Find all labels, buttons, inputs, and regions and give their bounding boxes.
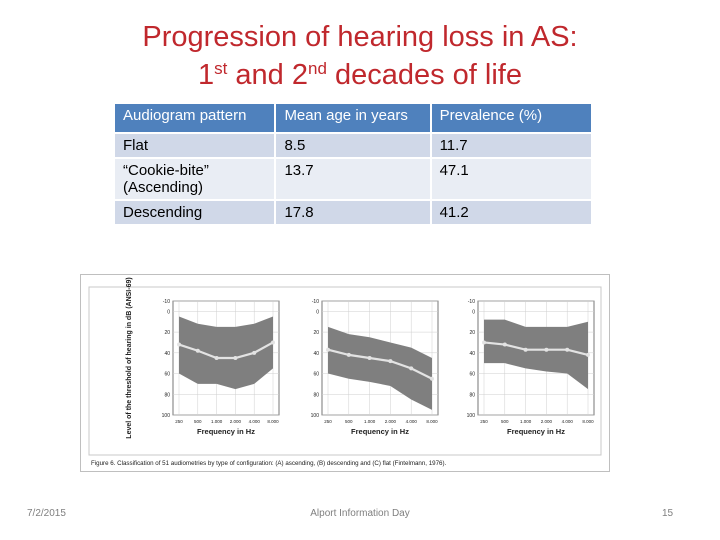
x-tick-label: 500 — [194, 419, 202, 424]
x-tick-label: 1.000 — [364, 419, 376, 424]
data-point — [565, 347, 570, 352]
data-point — [367, 356, 372, 360]
y-axis-label: Level of the threshold of hearing in dB … — [126, 277, 133, 438]
x-tick-label: 8.000 — [426, 419, 438, 424]
data-point — [544, 347, 549, 352]
y-tick-label: 100 — [467, 413, 476, 419]
y-tick-label: 80 — [164, 392, 170, 398]
x-tick-label: 250 — [175, 419, 183, 424]
x-tick-label: 250 — [480, 419, 488, 424]
data-point — [388, 359, 393, 364]
hearing-range-band — [484, 319, 588, 390]
data-point — [523, 347, 528, 352]
data-point — [214, 356, 219, 360]
cell-pattern: Flat — [112, 132, 277, 159]
table-row: Descending 17.8 41.2 — [112, 199, 594, 226]
data-point — [195, 348, 200, 353]
cell-age: 8.5 — [274, 132, 432, 159]
y-tick-label: 0 — [472, 309, 475, 315]
y-tick-label: 60 — [164, 372, 170, 378]
y-tick-label: 100 — [162, 413, 171, 419]
title-line-2: 1st and 2nd decades of life — [197, 59, 522, 91]
cell-prevalence: 41.2 — [429, 199, 594, 226]
data-point — [502, 342, 507, 347]
header-prevalence: Prevalence (%) — [429, 102, 594, 134]
audiogram-table: Audiogram pattern Mean age in years Prev… — [112, 102, 594, 226]
hearing-range-band — [328, 326, 432, 410]
title-line-1: Progression of hearing loss in AS: — [142, 21, 578, 53]
table-header-row: Audiogram pattern Mean age in years Prev… — [112, 102, 594, 134]
y-tick-label: 20 — [313, 330, 319, 336]
slide-title: Progression of hearing loss in AS: 1st a… — [60, 18, 660, 94]
data-point — [482, 340, 486, 345]
x-tick-label: 1.000 — [520, 419, 532, 424]
x-tick-label: 1.000 — [211, 419, 223, 424]
x-tick-label: 8.000 — [582, 419, 594, 424]
footer-page-number: 15 — [662, 508, 674, 519]
audiogram-charts: -10 0 20 40 60 80 100 250 500 1.000 2.000 4.000 8.00… — [88, 277, 602, 467]
x-tick-label: 4.000 — [562, 419, 574, 424]
x-axis-label: Frequency in Hz — [351, 427, 409, 436]
hearing-range-band — [179, 316, 273, 390]
y-tick-label: 100 — [311, 413, 320, 419]
x-tick-label: 4.000 — [249, 419, 261, 424]
cell-pattern: Descending — [112, 199, 277, 226]
y-tick-label: 40 — [313, 351, 319, 357]
x-tick-label: 2.000 — [541, 419, 553, 424]
footer-center: Alport Information Day — [310, 508, 410, 519]
x-tick-label: 500 — [501, 419, 509, 424]
y-tick-label: 20 — [469, 330, 475, 336]
y-tick-label: 60 — [313, 372, 319, 378]
x-axis-label: Frequency in Hz — [197, 427, 255, 436]
cell-age: 13.7 — [274, 157, 432, 201]
x-tick-label: 500 — [345, 419, 353, 424]
y-tick-label: -10 — [163, 299, 170, 305]
cell-pattern: “Cookie-bite” (Ascending) — [112, 157, 277, 201]
x-tick-label: 4.000 — [406, 419, 418, 424]
cell-prevalence: 47.1 — [429, 157, 594, 201]
y-tick-label: 0 — [316, 309, 319, 315]
y-tick-label: 80 — [469, 392, 475, 398]
y-tick-label: -10 — [312, 299, 319, 305]
data-point — [409, 366, 414, 371]
figure-caption: Figure 6. Classification of 51 audiometr… — [91, 460, 447, 467]
figure-frame — [88, 286, 602, 456]
table-row: “Cookie-bite” (Ascending) 13.7 47.1 — [112, 157, 594, 201]
mean-threshold-line — [483, 341, 589, 356]
y-tick-label: 40 — [469, 351, 475, 357]
y-tick-label: 40 — [164, 351, 170, 357]
y-tick-label: -10 — [468, 299, 475, 305]
data-point — [430, 376, 434, 381]
x-axis-label: Frequency in Hz — [507, 427, 565, 436]
header-pattern: Audiogram pattern — [112, 102, 277, 134]
x-tick-label: 2.000 — [230, 419, 242, 424]
mean-threshold-line — [327, 348, 433, 380]
y-tick-label: 0 — [167, 309, 170, 315]
x-tick-label: 8.000 — [267, 419, 279, 424]
audiogram-figure: -10 0 20 40 60 80 100 250 500 1.000 2.000 4.000 8.00… — [80, 274, 610, 472]
footer-date: 7/2/2015 — [27, 508, 66, 519]
table-row: Flat 8.5 11.7 — [112, 132, 594, 159]
header-age: Mean age in years — [274, 102, 432, 134]
cell-prevalence: 11.7 — [429, 132, 594, 159]
mean-threshold-line — [178, 341, 274, 360]
cell-age: 17.8 — [274, 199, 432, 226]
y-tick-label: 60 — [469, 372, 475, 378]
data-point — [271, 340, 275, 345]
data-point — [346, 352, 351, 357]
data-point — [252, 350, 257, 355]
data-point — [233, 356, 238, 360]
data-point — [326, 347, 330, 352]
data-point — [586, 352, 590, 357]
y-tick-label: 20 — [164, 330, 170, 336]
x-tick-label: 250 — [324, 419, 332, 424]
y-tick-label: 80 — [313, 392, 319, 398]
x-tick-label: 2.000 — [385, 419, 397, 424]
data-point — [177, 342, 181, 347]
